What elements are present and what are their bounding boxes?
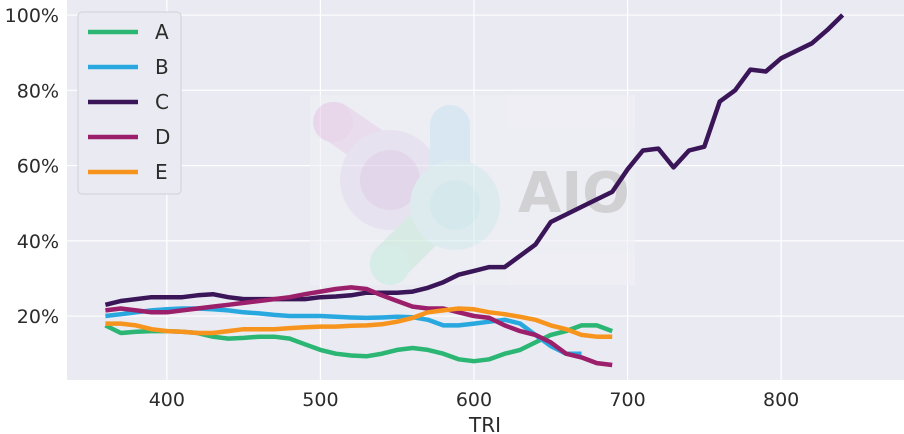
- legend-label-c: C: [155, 90, 169, 114]
- y-tick-label: 80%: [17, 80, 59, 102]
- x-tick-label: 800: [763, 389, 799, 411]
- tick-labels: 400 500 600 700 800 20% 40% 60% 80% 100%: [5, 5, 800, 411]
- y-tick-label: 60%: [17, 156, 59, 178]
- series-line-c: [104, 13, 845, 307]
- series-line-d: [105, 285, 613, 368]
- y-tick-label: 20%: [17, 306, 59, 328]
- watermark-logo: AIO: [310, 95, 635, 285]
- x-tick-label: 500: [302, 389, 338, 411]
- legend-label-e: E: [155, 160, 168, 184]
- series-line-e: [105, 306, 613, 339]
- legend-label-a: A: [155, 20, 169, 44]
- legend-label-d: D: [155, 125, 170, 149]
- x-tick-label: 600: [456, 389, 492, 411]
- x-tick-label: 700: [609, 389, 645, 411]
- series-layer: [104, 13, 845, 368]
- y-tick-label: 100%: [5, 5, 59, 27]
- x-tick-label: 400: [149, 389, 185, 411]
- x-axis-title: TRI: [468, 413, 501, 434]
- y-tick-label: 40%: [17, 231, 59, 253]
- legend-label-b: B: [155, 55, 169, 79]
